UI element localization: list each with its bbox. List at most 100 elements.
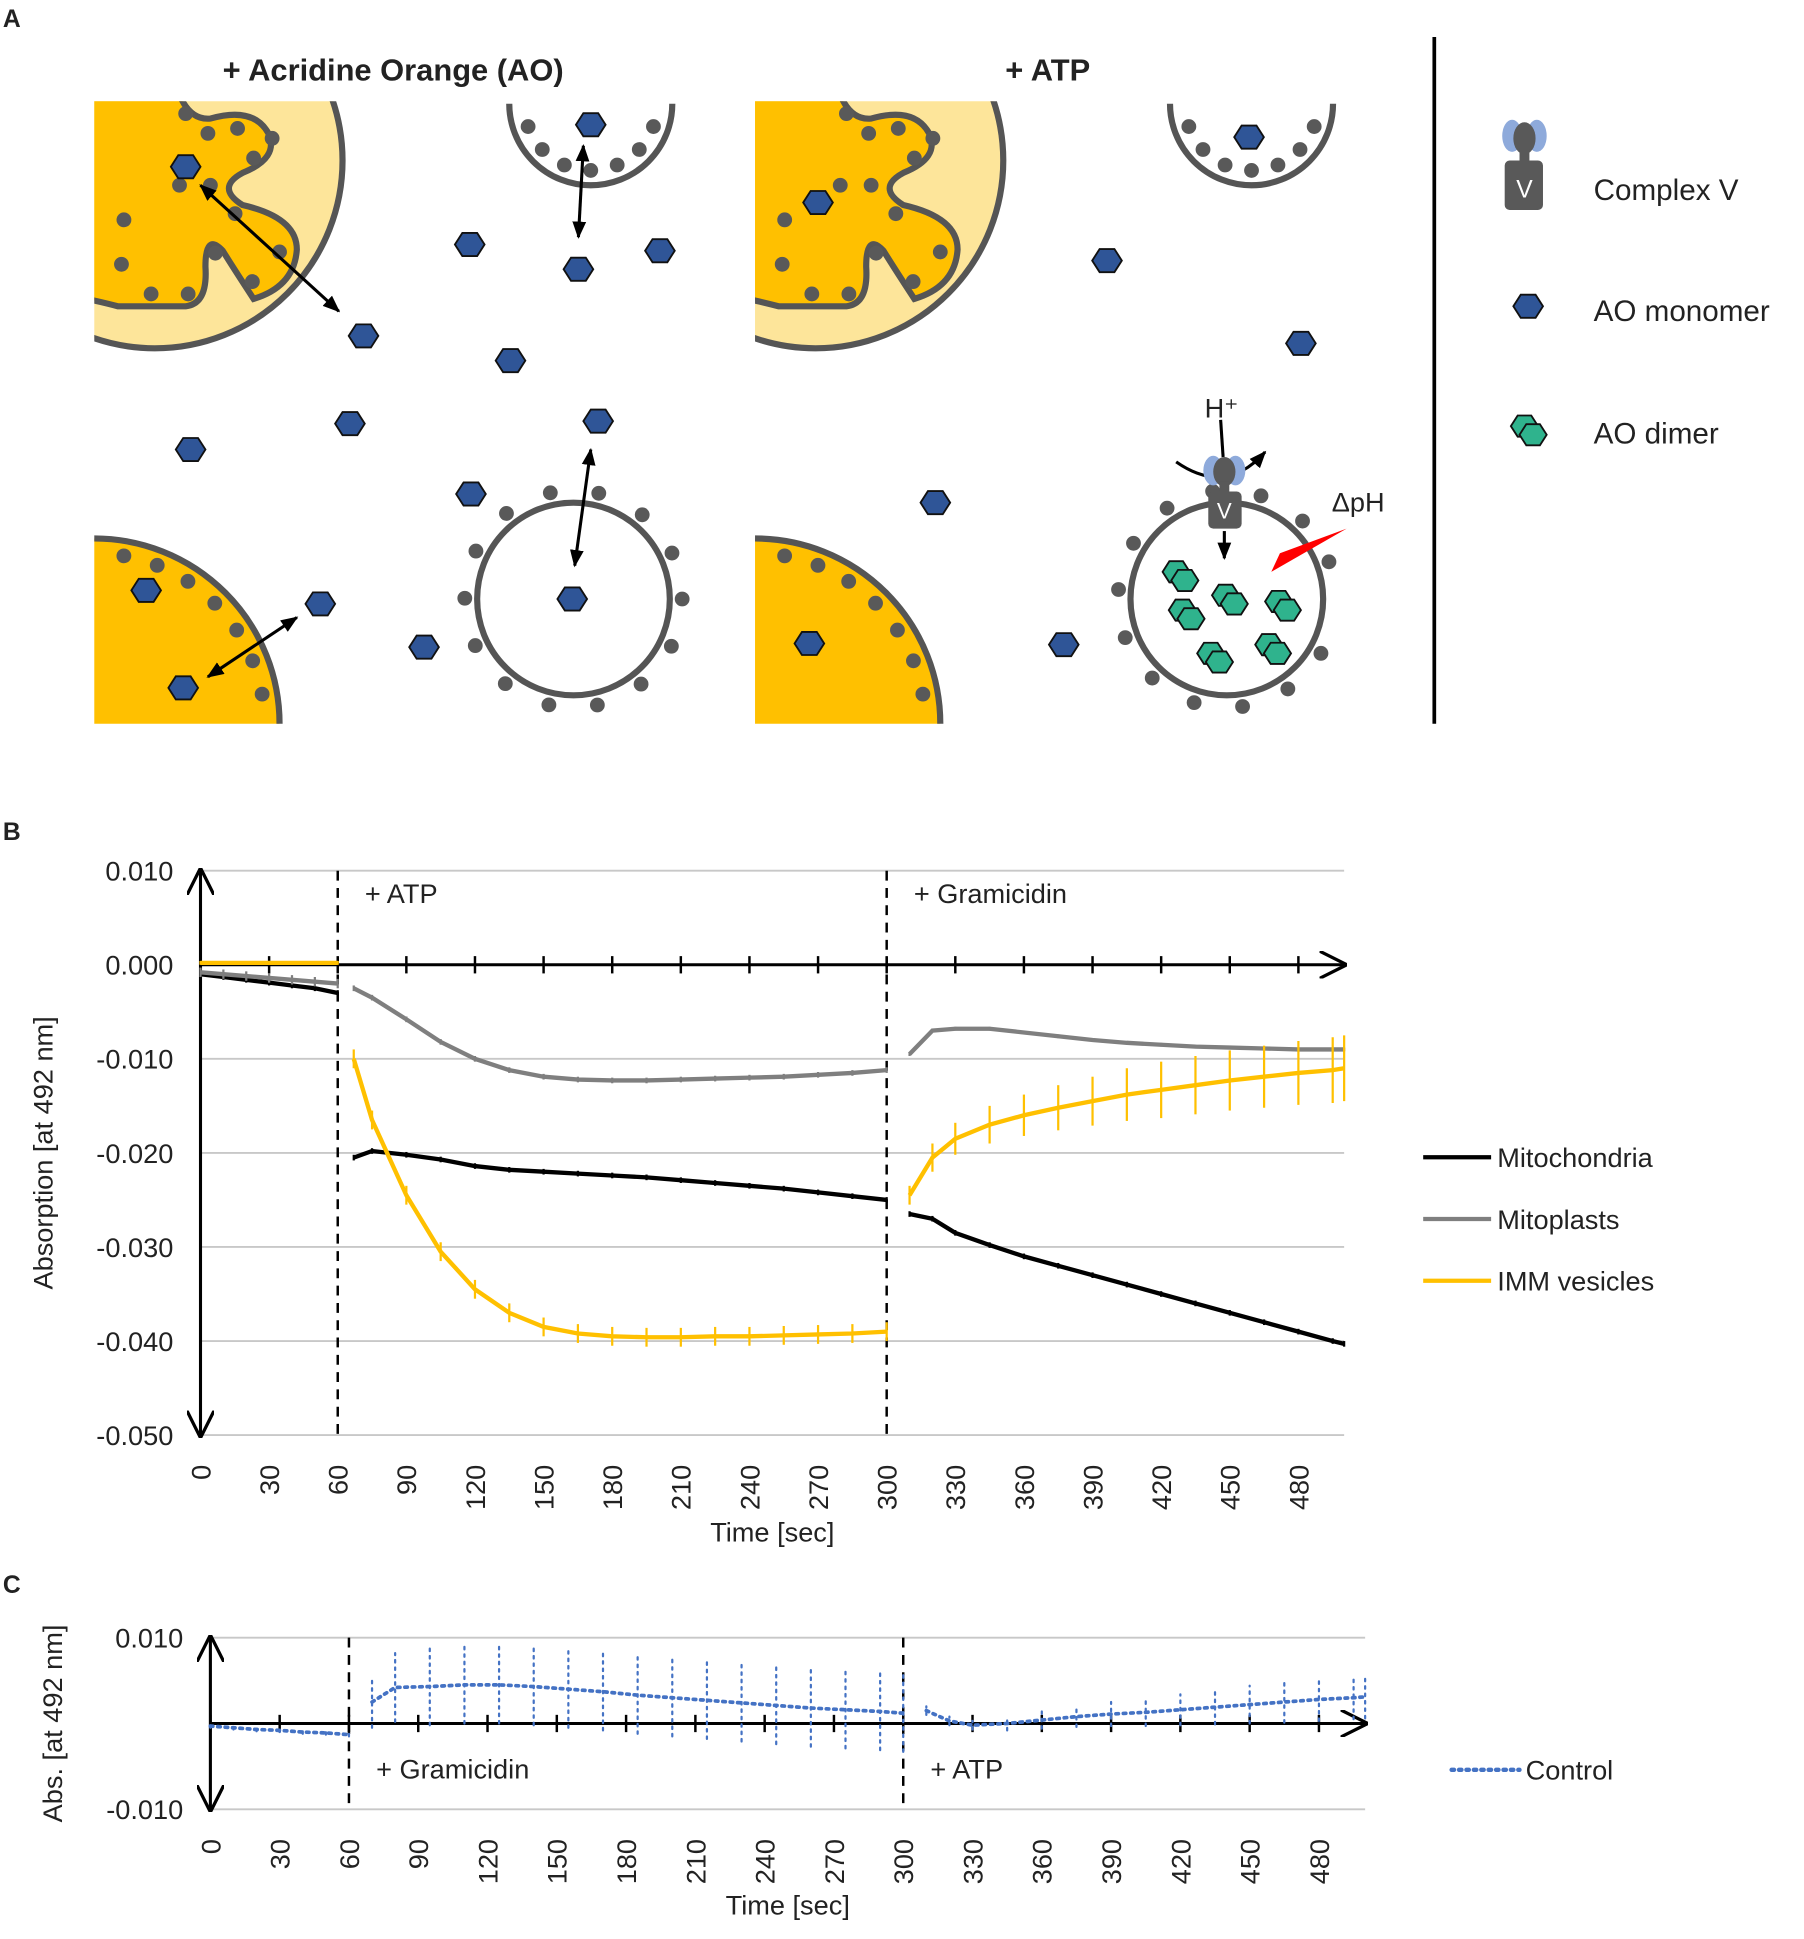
ao-dimer: [1518, 423, 1548, 447]
series-line: [200, 970, 338, 986]
ao-monomer: [793, 630, 826, 656]
ao-monomer: [1512, 293, 1545, 319]
x-tick-label: 120: [460, 1465, 491, 1510]
complex-v: V: [1203, 455, 1246, 529]
y-tick-label: -0.040: [96, 1326, 173, 1357]
membrane-dot: [1295, 513, 1310, 529]
x-tick-label: 240: [734, 1465, 765, 1510]
legend-text: Complex V: [1594, 174, 1739, 207]
membrane-dot: [246, 150, 262, 166]
series-line: [924, 1695, 1367, 1728]
membrane-dot: [1280, 681, 1296, 697]
x-tick-label: 360: [1027, 1839, 1058, 1884]
membrane-dot: [646, 119, 661, 134]
ao-monomer: [1047, 632, 1080, 658]
event-label: + ATP: [930, 1753, 1003, 1784]
x-tick-label: 240: [750, 1839, 781, 1884]
legend-label: Mitochondria: [1497, 1142, 1653, 1173]
membrane-dot: [633, 676, 649, 692]
y-axis-label: Abs. [at 492 nm]: [37, 1625, 68, 1823]
membrane-dot: [207, 595, 223, 611]
ao-dimer: [1272, 598, 1303, 622]
ao-monomer: [574, 112, 607, 138]
x-axis-label: Time [sec]: [726, 1889, 850, 1920]
membrane-dot: [1159, 500, 1175, 516]
ao-dimer: [1219, 592, 1249, 616]
ao-monomer: [644, 238, 676, 264]
x-tick-label: 330: [940, 1465, 971, 1510]
series-line: [351, 1058, 887, 1340]
membrane-dot: [264, 130, 280, 146]
ao-monomer: [494, 348, 527, 374]
membrane-dot: [520, 119, 536, 134]
series-line: [352, 986, 887, 1083]
x-tick-label: 300: [888, 1839, 919, 1884]
ao-monomer: [455, 481, 487, 507]
membrane-dot: [1253, 488, 1269, 504]
membrane-dot: [589, 697, 605, 713]
x-tick-label: 180: [611, 1839, 642, 1884]
x-tick-label: 450: [1235, 1839, 1266, 1884]
ao-monomer: [347, 323, 380, 349]
scene-copy: [570, 0, 1333, 909]
ao-dimer: [1262, 641, 1293, 665]
membrane-dot: [207, 245, 223, 261]
ao-monomer: [1233, 124, 1265, 150]
ao-monomer: [408, 634, 440, 660]
membrane-dot: [542, 485, 558, 501]
x-tick-label: 390: [1096, 1839, 1127, 1884]
y-tick-label: 0.000: [105, 950, 173, 981]
panel-label: A: [3, 6, 21, 33]
membrane-dot: [180, 573, 196, 589]
membrane-dot: [143, 286, 159, 302]
membrane-dot: [230, 121, 245, 136]
membrane-dot: [541, 697, 557, 713]
y-axis-label: Absorption [at 492 nm]: [27, 1016, 58, 1289]
scene-base: [94, 101, 676, 724]
series-line: [370, 1683, 906, 1716]
membrane-dot: [556, 157, 572, 173]
complex-label: V: [1217, 499, 1232, 524]
membrane-dot: [664, 545, 680, 561]
y-tick-label: -0.010: [96, 1044, 173, 1075]
y-tick-label: -0.020: [96, 1138, 173, 1169]
ao-dimer: [1176, 607, 1206, 631]
x-tick-label: 180: [597, 1465, 628, 1510]
legend-text: AO dimer: [1594, 417, 1719, 450]
membrane-dot: [114, 256, 129, 272]
x-tick-label: 60: [323, 1465, 354, 1495]
series-line: [908, 1026, 1345, 1056]
series-line: [353, 1148, 887, 1203]
series-line: [907, 1066, 1345, 1197]
legend-label: IMM vesicles: [1497, 1266, 1654, 1297]
ao-dimer: [1204, 650, 1235, 674]
ao-monomer: [562, 256, 595, 282]
ao-dimer: [1170, 568, 1200, 592]
membrane-dot: [499, 506, 514, 521]
event-label: + ATP: [365, 878, 438, 909]
membrane-dot: [497, 676, 513, 692]
complex-label: V: [1516, 177, 1533, 204]
x-tick-label: 30: [254, 1465, 285, 1495]
x-tick-label: 270: [819, 1839, 850, 1884]
membrane-dot: [663, 638, 679, 654]
series-line: [909, 1211, 1345, 1346]
membrane-dot: [1235, 699, 1250, 714]
ao-monomer: [582, 408, 615, 434]
x-tick-label: 0: [185, 1465, 216, 1480]
y-tick-label: -0.030: [96, 1232, 173, 1263]
arrows: [199, 144, 1267, 679]
membrane-dot: [1117, 630, 1133, 646]
membrane-dot: [245, 653, 261, 669]
panel-label: B: [3, 819, 21, 846]
x-tick-label: 270: [803, 1465, 834, 1510]
x-tick-label: 300: [872, 1465, 903, 1510]
x-tick-label: 60: [334, 1839, 365, 1869]
membrane-dot: [467, 638, 483, 653]
membrane-dot: [631, 142, 647, 157]
panel-label: C: [3, 1572, 21, 1599]
x-tick-label: 360: [1009, 1465, 1040, 1510]
delta-ph-label: ΔpH: [1332, 486, 1385, 517]
x-tick-label: 120: [472, 1839, 503, 1884]
